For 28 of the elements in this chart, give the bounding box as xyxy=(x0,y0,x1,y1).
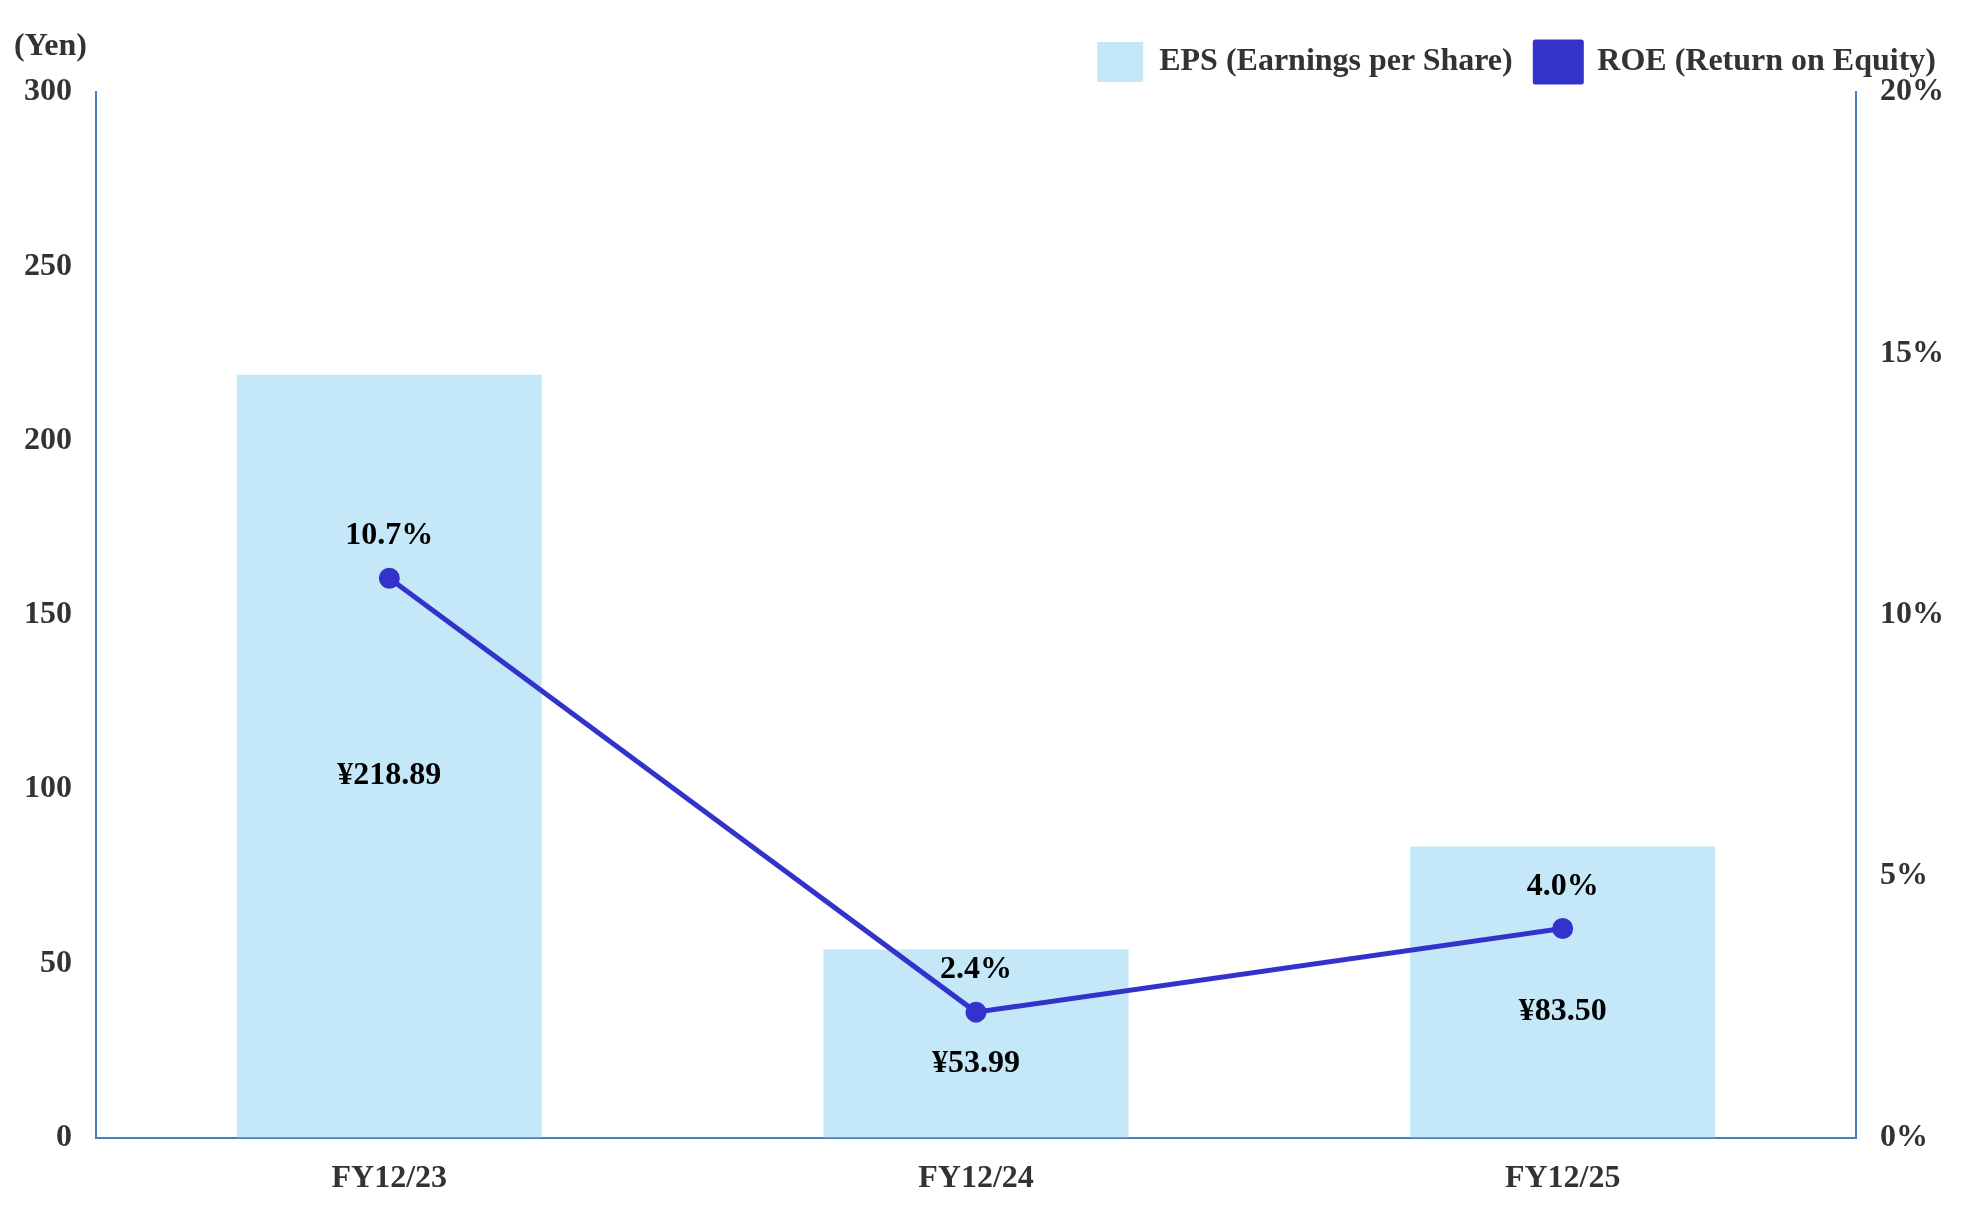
y-tick-label: 150 xyxy=(24,594,72,631)
bar xyxy=(236,374,542,1138)
data-label: ¥53.99 xyxy=(932,1042,1020,1079)
bar xyxy=(1410,846,1716,1138)
y2-tick-label: 0% xyxy=(1880,1116,1928,1153)
x-tick-label: FY12/25 xyxy=(1504,1158,1621,1195)
y-tick-label: 50 xyxy=(40,942,72,979)
data-label: ¥218.89 xyxy=(337,755,442,792)
bar xyxy=(823,949,1129,1138)
y-tick-label: 100 xyxy=(24,768,72,805)
y-axis-title: (Yen) xyxy=(14,26,87,63)
data-label: 10.7% xyxy=(345,515,434,552)
y2-tick-label: 15% xyxy=(1880,332,1944,369)
y-tick-label: 0 xyxy=(56,1116,72,1153)
y-tick-label: 200 xyxy=(24,419,72,456)
data-label: ¥83.50 xyxy=(1518,991,1607,1028)
point xyxy=(965,1001,987,1023)
point xyxy=(1552,917,1574,939)
x-tick-label: FY12/23 xyxy=(331,1158,448,1195)
y2-tick-label: 5% xyxy=(1880,855,1928,892)
y-tick-label: 250 xyxy=(24,245,72,282)
point xyxy=(378,567,400,589)
y2-tick-label: 10% xyxy=(1880,594,1944,631)
legend-label: EPS (Earnings per Share) xyxy=(1159,41,1513,78)
data-label: 2.4% xyxy=(940,949,1012,986)
x-tick-label: FY12/24 xyxy=(918,1158,1034,1195)
data-label: 4.0% xyxy=(1526,865,1599,902)
y-tick-label: 300 xyxy=(24,71,72,108)
